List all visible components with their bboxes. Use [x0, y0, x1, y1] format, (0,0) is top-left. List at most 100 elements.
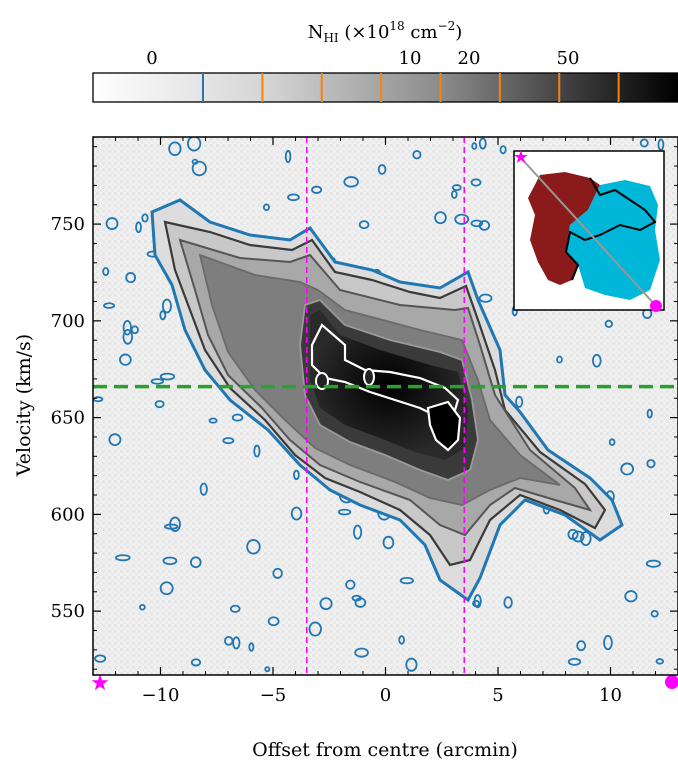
noise-blob [472, 599, 481, 608]
colorbar-tick-label: 20 [458, 48, 481, 69]
colorbar: NHI (×1018 cm−2) 0 10 20 50 [92, 19, 678, 103]
noise-blob [190, 658, 202, 667]
noise-blob [93, 396, 104, 403]
noise-blob [405, 657, 418, 672]
colorbar-tick-label: 50 [557, 48, 580, 69]
noise-blob [272, 567, 283, 579]
noise-blob [604, 319, 613, 329]
noise-blob [645, 559, 661, 568]
noise-blob [434, 211, 447, 225]
colorbar-tick-label: 0 [146, 48, 157, 69]
noise-blob [470, 178, 482, 187]
noise-blob [382, 535, 395, 550]
noise-blob [208, 417, 218, 424]
noise-blob [161, 298, 172, 314]
noise-blob [293, 469, 300, 481]
noise-blob [114, 554, 131, 562]
noise-blob [567, 657, 582, 666]
noise-blob [141, 213, 149, 223]
x-tick-label: 0 [380, 685, 391, 706]
noise-blob [398, 635, 405, 645]
circle-marker [665, 675, 678, 689]
noise-blob [232, 636, 241, 650]
noise-blob [150, 378, 165, 385]
noise-blob [108, 433, 122, 447]
noise-blob [139, 603, 146, 611]
colorbar-gradient [92, 72, 678, 103]
noise-blob [343, 176, 359, 188]
noise-blob [199, 482, 208, 496]
noise-blob [159, 310, 167, 321]
noise-blob [187, 137, 202, 152]
noise-blob [122, 328, 133, 345]
noise-blob [624, 590, 638, 603]
noise-blob [159, 372, 176, 381]
y-axis: 550 600 650 700 750 [51, 146, 678, 670]
noise-blob [119, 353, 132, 366]
noise-blob [608, 438, 616, 446]
noise-blob [603, 634, 613, 651]
noise-blob [337, 508, 352, 516]
noise-blob [646, 459, 656, 469]
noise-blob [191, 158, 199, 165]
noise-blob [125, 272, 137, 284]
inset-receding-half [528, 172, 600, 285]
noise-blob [451, 184, 462, 192]
noise-blob [377, 164, 387, 175]
noise-blob [470, 219, 484, 228]
noise-blob [122, 319, 132, 336]
noise-blob [222, 437, 235, 445]
peak-contour [363, 368, 375, 386]
noise-blob [450, 190, 458, 199]
inset-star-marker: ★ [513, 147, 529, 168]
peak-contour [426, 400, 462, 452]
y-tick-label: 750 [51, 214, 85, 235]
colorbar-tick-label: 10 [399, 48, 422, 69]
x-tick-label: 10 [599, 685, 622, 706]
y-axis-label: Velocity (km/s) [13, 334, 35, 477]
y-tick-label: 700 [51, 311, 85, 332]
noise-blob [655, 658, 665, 665]
noise-blob [94, 654, 107, 663]
noise-blob [580, 531, 592, 547]
inset-velocity-field: ★ [513, 147, 665, 312]
noise-blob [102, 267, 110, 277]
noise-blob [253, 444, 261, 458]
noise-blob [191, 160, 207, 177]
noise-blob [246, 539, 261, 555]
y-tick-label: 550 [51, 601, 85, 622]
noise-blob [471, 142, 478, 150]
noise-blob [499, 145, 507, 155]
inset-kinematic-contour [564, 177, 657, 281]
noise-blob [354, 647, 369, 658]
noise-blob [190, 556, 202, 569]
x-tick-label: 5 [492, 685, 503, 706]
noise-blob [311, 185, 323, 194]
noise-blob [358, 220, 370, 230]
noise-blob [478, 293, 493, 303]
noise-blob [620, 462, 635, 476]
inset-slice-path [520, 157, 657, 307]
noise-blob [650, 609, 659, 618]
y-tick-label: 650 [51, 408, 85, 429]
noise-blob [224, 635, 234, 646]
noise-blob [154, 400, 165, 409]
noise-blob [657, 138, 665, 151]
noise-blob [478, 137, 487, 150]
colorbar-title: NHI (×1018 cm−2) [308, 19, 463, 45]
pv-diagram: ★ ★ −10 −5 0 5 10 550 600 650 700 750 Offset fro… [13, 136, 678, 761]
x-tick-label: −5 [260, 685, 287, 706]
noise-blob [515, 395, 524, 408]
noise-blob [399, 576, 414, 585]
noise-blob [556, 355, 563, 364]
noise-blob [646, 408, 653, 419]
x-tick-label: −10 [142, 685, 180, 706]
x-axis: −10 −5 0 5 10 [115, 137, 656, 706]
noise-blob [284, 149, 292, 164]
inset-circle-marker [650, 300, 662, 312]
noise-blob [262, 203, 270, 212]
star-marker: ★ [90, 671, 110, 696]
noise-blob [162, 556, 178, 566]
inset-approaching-half [566, 180, 660, 300]
